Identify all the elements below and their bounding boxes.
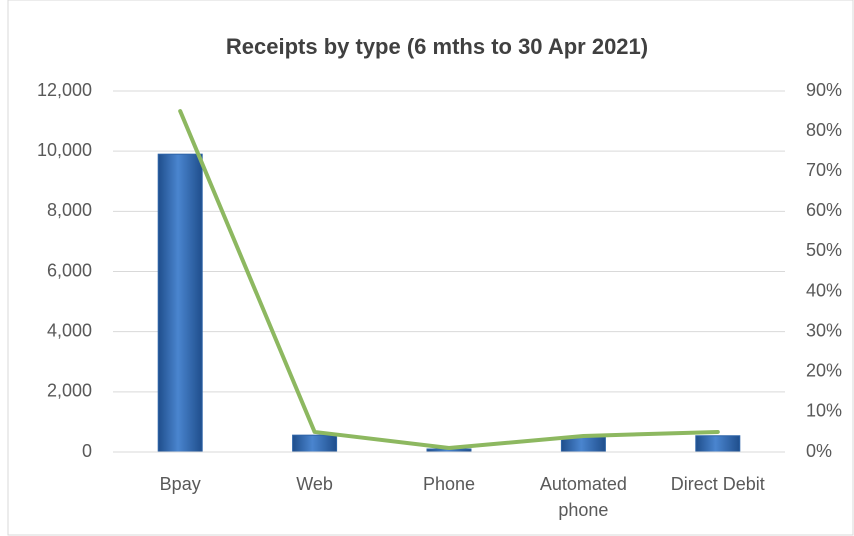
line [178,109,720,450]
y2-tick-label: 80% [806,120,842,140]
bar [695,435,741,453]
chart-border [7,0,854,536]
x-tick-label: Phone [422,474,476,494]
y2-tick-label: 70% [806,160,842,180]
y-tick-label: 6,000 [47,260,92,280]
x-tick-label: Automated phone [539,474,627,520]
y2-tick-label: 60% [806,200,842,220]
y-tick-label: 8,000 [47,200,92,220]
y2-tick-label: 30% [806,320,842,340]
y2-tick-label: 20% [806,361,842,381]
x-tick-label: Direct Debit [670,474,765,494]
y2-tick-label: 90% [806,80,842,100]
bar [292,434,338,453]
y2-tick-label: 40% [806,280,842,300]
y-tick-label: 12,000 [37,80,92,100]
y2-tick-label: 0% [806,441,832,461]
y-tick-label: 2,000 [47,381,92,401]
y-tick-label: 0 [82,441,92,461]
y-tick-label: 4,000 [47,320,92,340]
y2-tick-label: 50% [806,240,842,260]
x-tick-label: Bpay [159,474,201,494]
bar [157,153,203,453]
y2-tick-label: 10% [806,401,842,421]
chart-title: Receipts by type (6 mths to 30 Apr 2021) [226,34,648,59]
x-tick-label: Web [296,474,333,494]
y-tick-label: 10,000 [37,140,92,160]
